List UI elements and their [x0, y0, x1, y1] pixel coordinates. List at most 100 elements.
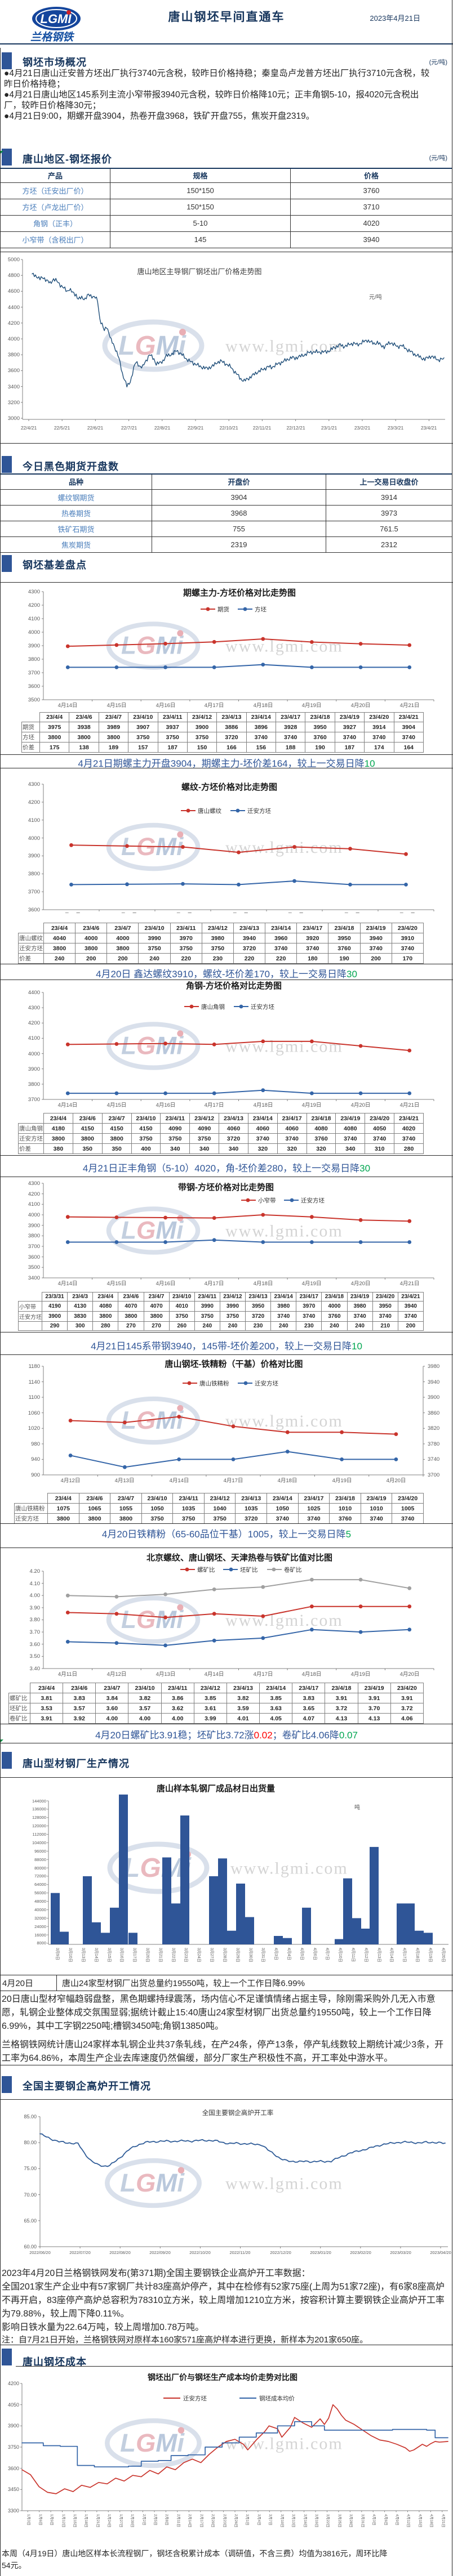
svg-text:3月24日: 3月24日 [197, 1948, 201, 1962]
svg-text:3月4日: 3月4日 [257, 2514, 261, 2525]
svg-text:3月21日: 3月21日 [158, 1948, 163, 1962]
svg-text:4月18日: 4月18日 [278, 1478, 297, 1484]
svg-text:带钢-方坯价格对比走势图: 带钢-方坯价格对比走势图 [178, 1182, 274, 1192]
svg-text:4月12日: 4月12日 [107, 1671, 127, 1678]
svg-text:4月7日: 4月7日 [325, 1948, 330, 1960]
svg-text:角钢-方坯价格对比走势图: 角钢-方坯价格对比走势图 [186, 981, 282, 991]
svg-text:小窄带: 小窄带 [258, 1197, 276, 1204]
svg-text:56000: 56000 [34, 1890, 46, 1895]
svg-text:4月17日: 4月17日 [205, 1281, 224, 1287]
svg-text:迁安方坯: 迁安方坯 [255, 1380, 278, 1387]
svg-text:3月20日: 3月20日 [145, 1948, 150, 1962]
svg-text:1月15日: 1月15日 [73, 2514, 77, 2528]
svg-text:3月1日: 3月1日 [245, 2514, 250, 2525]
svg-text:4月4日: 4月4日 [287, 1948, 291, 1960]
svg-text:3750: 3750 [8, 2444, 19, 2450]
svg-text:4月16日: 4月16日 [156, 1281, 176, 1287]
svg-text:136000: 136000 [32, 1806, 46, 1812]
svg-text:4300: 4300 [28, 1180, 40, 1187]
svg-text:LGMi: LGMi [118, 331, 187, 361]
svg-text:3月16日: 3月16日 [303, 2514, 308, 2528]
svg-text:3700: 3700 [428, 1472, 439, 1478]
svg-text:4月18日: 4月18日 [302, 1671, 322, 1678]
svg-text:8000: 8000 [37, 1940, 46, 1946]
svg-text:4月3日: 4月3日 [372, 2514, 376, 2525]
svg-text:4000: 4000 [8, 336, 20, 342]
svg-text:3940: 3940 [428, 1379, 439, 1385]
svg-text:22/6/21: 22/6/21 [87, 425, 104, 431]
svg-text:2月2日: 2月2日 [142, 2514, 146, 2525]
svg-text:4300: 4300 [28, 781, 40, 788]
svg-text:2月26日: 2月26日 [234, 2514, 238, 2528]
svg-text:坯矿比: 坯矿比 [240, 1566, 258, 1573]
svg-text:LGMi: LGMi [121, 1217, 184, 1245]
svg-text:22/4/21: 22/4/21 [21, 425, 37, 431]
svg-text:4月20日: 4月20日 [351, 1281, 371, 1287]
svg-text:2023/03/20: 2023/03/20 [390, 2250, 411, 2255]
svg-text:钢坯成本均价: 钢坯成本均价 [259, 2395, 295, 2402]
svg-text:元/吨: 元/吨 [369, 293, 382, 301]
svg-text:4月18日: 4月18日 [429, 2514, 434, 2528]
svg-text:2月8日: 2月8日 [165, 2514, 169, 2525]
svg-text:4月14日: 4月14日 [58, 1102, 78, 1108]
svg-text:3月22日: 3月22日 [171, 1948, 176, 1962]
svg-text:940: 940 [31, 1456, 40, 1463]
svg-text:4200: 4200 [28, 799, 40, 806]
svg-text:60.00: 60.00 [24, 2244, 37, 2249]
svg-text:4月21日: 4月21日 [400, 1102, 420, 1108]
svg-text:3500: 3500 [28, 1264, 40, 1271]
svg-text:4300: 4300 [28, 1005, 40, 1011]
svg-text:23/3/21: 23/3/21 [388, 425, 404, 431]
svg-text:4月18日: 4月18日 [254, 1102, 273, 1108]
svg-text:4月15日: 4月15日 [107, 703, 127, 709]
svg-text:3800: 3800 [28, 1233, 40, 1239]
svg-text:钢坯出厂价与钢坯生产成本均价走势对比图: 钢坯出厂价与钢坯生产成本均价走势对比图 [148, 2373, 297, 2382]
svg-text:3.50: 3.50 [30, 1653, 41, 1660]
svg-text:1180: 1180 [29, 1363, 40, 1370]
svg-text:3月15日: 3月15日 [107, 1948, 112, 1962]
svg-text:64000: 64000 [34, 1882, 46, 1887]
svg-text:迁安方坯: 迁安方坯 [301, 1197, 325, 1204]
svg-text:4月19日: 4月19日 [302, 1281, 322, 1287]
svg-text:4月20日: 4月20日 [351, 703, 371, 709]
svg-text:4月17日: 4月17日 [402, 1948, 407, 1962]
svg-text:22/9/21: 22/9/21 [188, 425, 204, 431]
svg-text:迁安方坯: 迁安方坯 [183, 2395, 207, 2402]
svg-text:期货: 期货 [217, 606, 229, 613]
svg-text:4100: 4100 [28, 1035, 40, 1041]
svg-text:3900: 3900 [28, 643, 40, 649]
svg-text:4600: 4600 [8, 288, 20, 294]
svg-text:3900: 3900 [28, 853, 40, 859]
svg-text:3.70: 3.70 [30, 1629, 41, 1635]
svg-text:3800: 3800 [8, 352, 20, 358]
svg-text:1月30日: 1月30日 [130, 2514, 135, 2528]
svg-text:4月19日: 4月19日 [302, 1102, 322, 1108]
svg-text:120000: 120000 [32, 1823, 46, 1828]
svg-text:唐山样本轧钢厂成品材日出货量: 唐山样本轧钢厂成品材日出货量 [157, 1783, 275, 1794]
svg-text:3000: 3000 [8, 415, 20, 422]
svg-text:3600: 3600 [28, 907, 40, 913]
svg-text:LGMi: LGMi [121, 1606, 184, 1634]
svg-text:1月9日: 1月9日 [50, 2514, 54, 2525]
svg-text:4月12日: 4月12日 [406, 2514, 411, 2528]
svg-text:4100: 4100 [28, 616, 40, 622]
svg-text:4月12日: 4月12日 [61, 1478, 81, 1484]
svg-text:3月7日: 3月7日 [268, 2514, 273, 2525]
svg-text:128000: 128000 [32, 1815, 46, 1820]
svg-text:3.60: 3.60 [30, 1642, 41, 1648]
svg-text:2023/04/20: 2023/04/20 [430, 2250, 451, 2255]
svg-text:3500: 3500 [28, 697, 40, 703]
svg-text:3900: 3900 [428, 1394, 439, 1401]
svg-text:112000: 112000 [33, 1832, 46, 1837]
svg-text:3月14日: 3月14日 [94, 1948, 99, 1962]
svg-text:4月20日: 4月20日 [387, 1478, 406, 1484]
svg-text:3月31日: 3月31日 [361, 2514, 365, 2528]
svg-text:1月3日: 1月3日 [26, 2514, 31, 2525]
svg-text:4200: 4200 [8, 320, 20, 327]
svg-text:唐山角钢: 唐山角钢 [201, 1003, 225, 1010]
svg-text:23/1/21: 23/1/21 [321, 425, 337, 431]
svg-text:3700: 3700 [28, 1244, 40, 1250]
svg-text:75.00: 75.00 [24, 2166, 37, 2171]
svg-text:迁安方坯: 迁安方坯 [251, 1003, 274, 1010]
svg-text:4月20日: 4月20日 [400, 1671, 420, 1678]
